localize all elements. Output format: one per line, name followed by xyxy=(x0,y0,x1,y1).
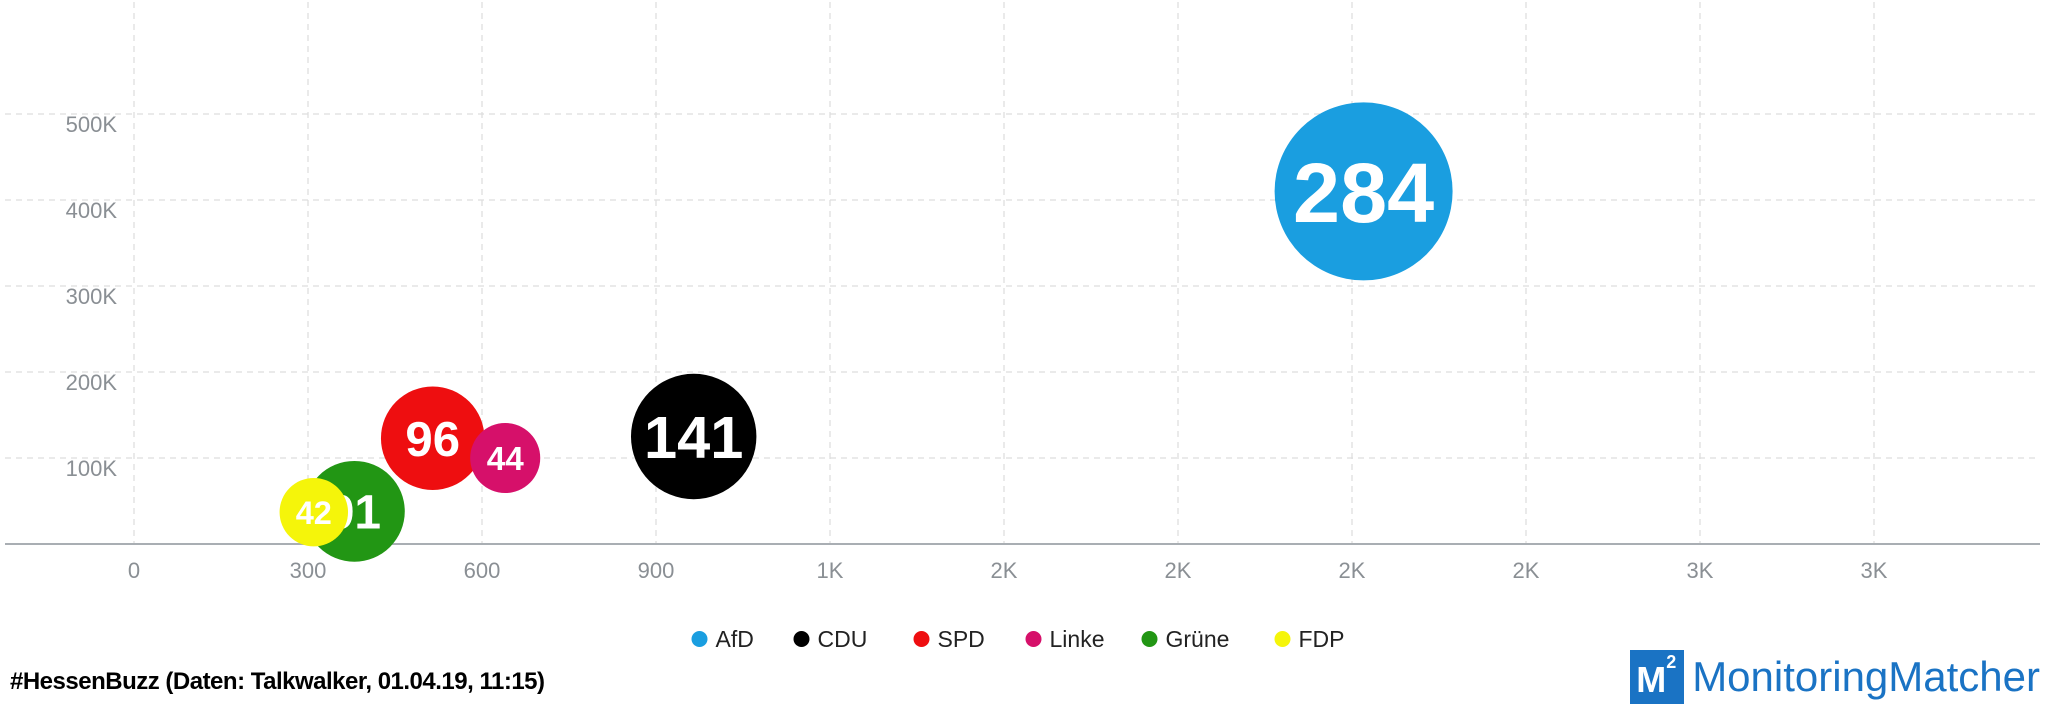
bubble-label: 284 xyxy=(1293,145,1434,240)
x-tick-label: 2K xyxy=(1339,558,1366,583)
x-tick-label: 2K xyxy=(1165,558,1192,583)
legend-label: SPD xyxy=(938,626,985,652)
y-tick-label: 300K xyxy=(66,284,118,309)
bubble-afd xyxy=(1274,102,1453,281)
bubble-label: 44 xyxy=(487,441,525,478)
legend-label: Grüne xyxy=(1166,626,1230,652)
brand-mark-letter: M xyxy=(1636,659,1667,700)
legend-marker xyxy=(1025,631,1042,647)
x-tick-label: 0 xyxy=(128,558,140,583)
x-tick-label: 3K xyxy=(1687,558,1714,583)
bubble-cdu xyxy=(630,373,757,500)
y-tick-label: 500K xyxy=(66,112,118,137)
x-tick-label: 900 xyxy=(638,558,675,583)
bubble-label: 42 xyxy=(296,495,332,531)
legend-marker xyxy=(1141,631,1158,647)
x-tick-label: 2K xyxy=(1513,558,1540,583)
legend-label: Linke xyxy=(1050,626,1105,652)
source-caption: #HessenBuzz (Daten: Talkwalker, 01.04.19… xyxy=(10,668,545,695)
legend-label: FDP xyxy=(1299,626,1345,652)
y-tick-label: 100K xyxy=(66,456,118,481)
x-tick-label: 3K xyxy=(1861,558,1888,583)
bubble-fdp xyxy=(279,477,349,547)
x-tick-label: 2K xyxy=(991,558,1018,583)
legend-marker xyxy=(913,631,930,647)
brand-name: MonitoringMatcher xyxy=(1692,653,2040,700)
x-tick-label: 600 xyxy=(464,558,501,583)
bubble-label: 141 xyxy=(644,404,743,471)
y-tick-label: 200K xyxy=(66,370,118,395)
bubble-label: 96 xyxy=(405,413,460,467)
brand-mark-superscript: 2 xyxy=(1666,652,1677,672)
bubble-spd xyxy=(380,386,485,490)
legend-marker xyxy=(793,631,810,647)
bubble-linke xyxy=(470,422,541,494)
brand-logo: M 2 MonitoringMatcher xyxy=(1630,650,2040,704)
legend-marker xyxy=(691,631,708,647)
legend-label: AfD xyxy=(716,626,754,652)
x-tick-label: 1K xyxy=(817,558,844,583)
legend-marker xyxy=(1274,631,1291,647)
legend: AfD CDU SPD Linke Grüne FDP xyxy=(691,626,1345,652)
brand-mark-icon: M 2 xyxy=(1630,650,1685,704)
x-tick-label: 300 xyxy=(290,558,327,583)
grid-layer xyxy=(5,2,2040,544)
legend-label: CDU xyxy=(818,626,868,652)
y-tick-label: 400K xyxy=(66,198,118,223)
